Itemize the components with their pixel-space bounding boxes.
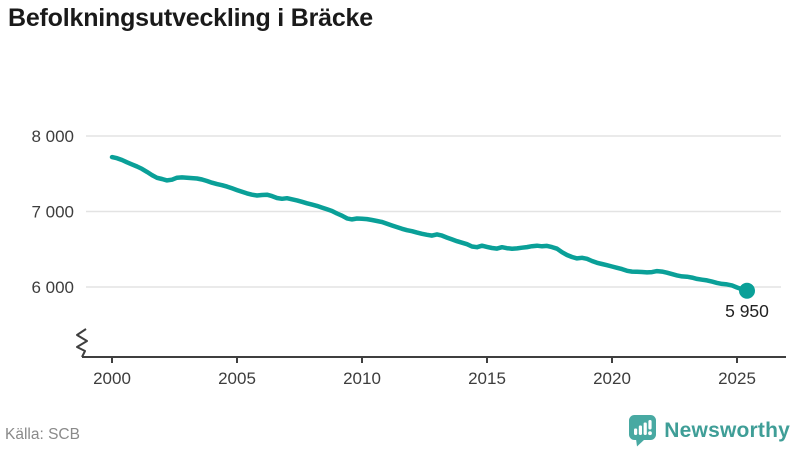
source-caption: Källa: SCB	[5, 426, 80, 443]
y-axis-label: 8 000	[31, 127, 74, 146]
x-axis-label: 2025	[718, 369, 756, 388]
end-point-marker	[739, 282, 755, 299]
x-axis-label: 2005	[218, 369, 256, 388]
population-line	[109, 154, 750, 294]
y-axis-label: 6 000	[31, 278, 74, 297]
x-axis-label: 2020	[593, 369, 631, 388]
x-axis-label: 2015	[468, 369, 506, 388]
chart-title: Befolkningsutveckling i Bräcke	[8, 4, 373, 32]
newsworthy-logo: Newsworthy	[628, 414, 790, 447]
x-axis-label: 2010	[343, 369, 381, 388]
newsworthy-wordmark: Newsworthy	[664, 418, 790, 442]
y-axis-label: 7 000	[31, 203, 74, 222]
axis-break-icon	[76, 328, 88, 358]
x-axis-label: 2000	[93, 369, 131, 388]
end-value-label: 5 950	[725, 301, 769, 321]
bar-chart-speech-bubble-icon	[629, 415, 657, 447]
